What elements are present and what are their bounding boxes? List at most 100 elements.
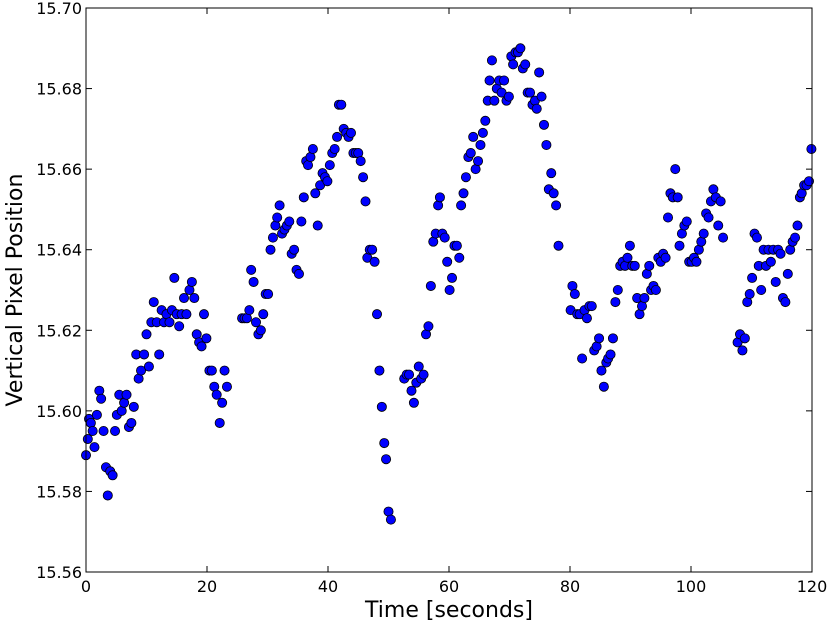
data-point (85, 417, 96, 428)
data-point (782, 268, 793, 279)
data-point (164, 317, 175, 328)
data-point (790, 232, 801, 243)
data-point (515, 43, 526, 54)
data-point (489, 95, 500, 106)
data-point (713, 220, 724, 231)
data-point (312, 220, 323, 231)
data-point (298, 192, 309, 203)
data-point (186, 276, 197, 287)
data-point (433, 200, 444, 211)
data-point (82, 434, 93, 445)
data-point (324, 160, 335, 171)
data-point (198, 309, 209, 320)
data-point (520, 59, 531, 70)
data-point (107, 470, 118, 481)
data-point (250, 317, 261, 328)
tick-labels: 0 20 40 60 80 100 120 15.56 15.58 15.60 15.62 15.64… (36, 0, 827, 596)
data-point (322, 176, 333, 187)
data-points (81, 43, 817, 525)
data-point (792, 220, 803, 231)
data-point (94, 385, 105, 396)
data-point (379, 438, 390, 449)
data-point (538, 119, 549, 130)
x-tick-label: 80 (560, 577, 580, 596)
data-point (715, 196, 726, 207)
data-point (128, 401, 139, 412)
data-point (586, 301, 597, 312)
data-point (650, 284, 661, 295)
data-point (217, 397, 228, 408)
data-point (258, 309, 269, 320)
data-point (211, 389, 222, 400)
data-point (624, 240, 635, 251)
data-point (374, 365, 385, 376)
data-point (612, 284, 623, 295)
data-point (660, 252, 671, 263)
data-point (355, 156, 366, 167)
data-point (201, 333, 212, 344)
x-tick-label: 100 (676, 577, 707, 596)
data-point (607, 333, 618, 344)
data-point (89, 442, 100, 453)
data-point (691, 256, 702, 267)
data-point (270, 220, 281, 231)
data-point (744, 289, 755, 300)
data-point (458, 188, 469, 199)
data-point (499, 75, 510, 86)
y-tick-label: 15.60 (36, 402, 82, 421)
data-point (508, 59, 519, 70)
x-axis-label: Time [seconds] (364, 598, 533, 623)
data-point (447, 272, 458, 283)
data-point (189, 293, 200, 304)
data-point (110, 425, 121, 436)
data-point (360, 196, 371, 207)
data-point (296, 216, 307, 227)
data-point (541, 139, 552, 150)
data-point (423, 321, 434, 332)
data-point (780, 297, 791, 308)
data-point (385, 514, 396, 525)
data-point (307, 143, 318, 154)
data-point (475, 139, 486, 150)
x-tick-label: 60 (439, 577, 459, 596)
data-point (473, 156, 484, 167)
data-point (136, 365, 147, 376)
data-point (737, 345, 748, 356)
data-point (629, 260, 640, 271)
data-point (531, 103, 542, 114)
data-point (460, 172, 471, 183)
data-point (179, 293, 190, 304)
data-point (369, 256, 380, 267)
y-tick-label: 15.62 (36, 321, 82, 340)
data-point (577, 353, 588, 364)
data-point (747, 272, 758, 283)
y-axis-label: Vertical Pixel Position (3, 174, 28, 407)
data-point (622, 252, 633, 263)
data-point (219, 365, 230, 376)
data-point (293, 268, 304, 279)
data-point (246, 264, 257, 275)
y-tick-label: 15.64 (36, 241, 82, 260)
data-point (434, 192, 445, 203)
data-point (98, 425, 109, 436)
data-point (267, 232, 278, 243)
data-point (739, 333, 750, 344)
data-point (143, 361, 154, 372)
data-point (451, 240, 462, 251)
data-point (439, 232, 450, 243)
data-point (289, 244, 300, 255)
data-point (141, 329, 152, 340)
data-point (610, 297, 621, 308)
data-point (418, 369, 429, 380)
data-point (756, 284, 767, 295)
data-point (442, 256, 453, 267)
data-point (221, 381, 232, 392)
data-point (770, 276, 781, 287)
data-point (91, 409, 102, 420)
data-point (336, 99, 347, 110)
data-point (381, 454, 392, 465)
data-point (263, 289, 274, 300)
data-point (477, 127, 488, 138)
data-point (534, 67, 545, 78)
data-point (765, 256, 776, 267)
